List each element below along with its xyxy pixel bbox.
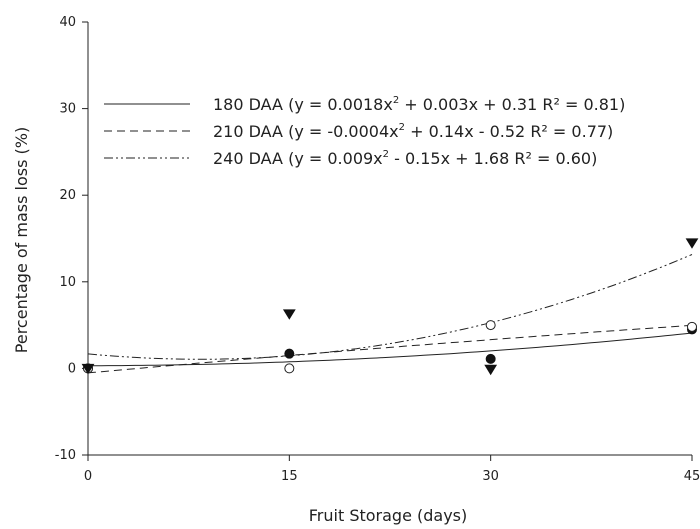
fit-curve-1 [88,332,693,367]
legend-entry-2: 210 DAA (y = -0.0004x2 + 0.14x - 0.52 R²… [213,122,613,141]
data-point-series-3 [484,364,498,376]
y-tick-label: 0 [68,361,76,376]
legend-entry-superscript: 2 [393,95,399,106]
x-axis-title: Fruit Storage (days) [309,506,468,525]
fit-curves [87,254,693,374]
legend-entry-superscript: 2 [399,122,405,133]
legend-entry-text: 240 DAA (y = 0.009x [213,149,383,168]
legend-entry-superscript: 2 [383,149,389,160]
data-point-series-2 [485,320,496,331]
legend-entry-text: 210 DAA (y = -0.0004x [213,122,399,141]
y-tick-label: 40 [59,15,76,30]
y-tick-label: 30 [59,102,76,117]
y-tick-label: 20 [59,188,76,203]
fit-curve-2 [87,324,693,374]
legend-entry-text: + 0.003x + 0.31 R² = 0.81) [399,95,625,114]
x-tick-label: 0 [84,469,92,484]
legend-entry-text: - 0.15x + 1.68 R² = 0.60) [389,149,597,168]
data-point-series-3 [685,238,699,249]
fit-curve-3 [87,254,693,360]
data-point-series-1 [284,348,295,359]
legend-entry-text: 180 DAA (y = 0.0018x [213,95,393,114]
x-tick-label: 45 [684,469,700,484]
axes: -10 0 10 20 30 40 0 15 30 45 [55,15,700,484]
x-tick-label: 15 [281,469,298,484]
data-point-series-2 [687,321,697,332]
legend: 180 DAA (y = 0.0018x2 + 0.003x + 0.31 R²… [104,95,625,168]
data-point-series-3 [81,363,95,375]
data-point-series-2 [284,363,295,374]
legend-entry-text: + 0.14x - 0.52 R² = 0.77) [405,122,613,141]
data-markers [81,238,699,376]
x-tick-label: 30 [482,469,499,484]
data-point-series-1 [485,353,496,364]
y-axis-title: Percentage of mass loss (%) [12,127,31,353]
legend-entry-3: 240 DAA (y = 0.009x2 - 0.15x + 1.68 R² =… [213,149,597,168]
legend-entry-1: 180 DAA (y = 0.0018x2 + 0.003x + 0.31 R²… [213,95,625,114]
data-point-series-3 [282,309,296,320]
y-tick-label: -10 [55,448,76,463]
y-tick-label: 10 [59,275,76,290]
